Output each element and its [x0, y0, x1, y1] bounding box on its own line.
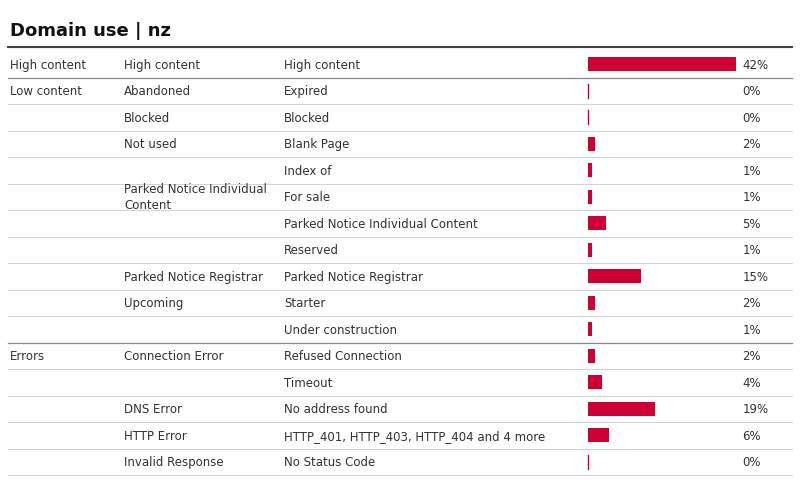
- Text: 0%: 0%: [742, 85, 761, 98]
- Text: 2%: 2%: [742, 297, 761, 310]
- Text: Parked Notice Individual Content: Parked Notice Individual Content: [284, 217, 478, 230]
- Text: High content: High content: [10, 59, 86, 72]
- Text: Parked Notice Registrar: Parked Notice Registrar: [124, 270, 263, 283]
- Bar: [588, 349, 595, 363]
- Text: Parked Notice Individual
Content: Parked Notice Individual Content: [124, 183, 267, 212]
- Text: Not used: Not used: [124, 138, 177, 151]
- Text: DNS Error: DNS Error: [124, 402, 182, 415]
- Text: HTTP Error: HTTP Error: [124, 429, 186, 442]
- Text: Timeout: Timeout: [284, 376, 332, 389]
- Text: 1%: 1%: [742, 244, 761, 257]
- Text: Domain use | nz: Domain use | nz: [10, 22, 170, 40]
- Text: 42%: 42%: [742, 59, 769, 72]
- Text: Errors: Errors: [10, 349, 45, 362]
- Text: Parked Notice Registrar: Parked Notice Registrar: [284, 270, 423, 283]
- Text: 4%: 4%: [742, 376, 761, 389]
- Bar: [588, 375, 602, 389]
- Bar: [588, 58, 736, 72]
- Bar: [588, 138, 595, 151]
- Bar: [588, 217, 606, 231]
- Text: 19%: 19%: [742, 402, 769, 415]
- Bar: [588, 429, 609, 442]
- Text: Starter: Starter: [284, 297, 326, 310]
- Text: Index of: Index of: [284, 165, 331, 178]
- Text: 2%: 2%: [742, 138, 761, 151]
- Bar: [588, 243, 591, 257]
- Text: Upcoming: Upcoming: [124, 297, 183, 310]
- Text: Blocked: Blocked: [124, 111, 170, 124]
- Text: Blocked: Blocked: [284, 111, 330, 124]
- Text: For sale: For sale: [284, 191, 330, 204]
- Text: Connection Error: Connection Error: [124, 349, 223, 362]
- Text: No Status Code: No Status Code: [284, 456, 375, 468]
- Bar: [588, 323, 591, 336]
- Text: Abandoned: Abandoned: [124, 85, 191, 98]
- Text: Expired: Expired: [284, 85, 329, 98]
- Text: Invalid Response: Invalid Response: [124, 456, 224, 468]
- Text: No address found: No address found: [284, 402, 388, 415]
- Text: 5%: 5%: [742, 217, 761, 230]
- Text: High content: High content: [124, 59, 200, 72]
- Bar: [588, 402, 655, 416]
- Text: 2%: 2%: [742, 349, 761, 362]
- Text: 0%: 0%: [742, 456, 761, 468]
- Text: 0%: 0%: [742, 111, 761, 124]
- Text: Low content: Low content: [10, 85, 82, 98]
- Text: HTTP_401, HTTP_403, HTTP_404 and 4 more: HTTP_401, HTTP_403, HTTP_404 and 4 more: [284, 429, 546, 442]
- Bar: [588, 270, 641, 284]
- Text: Reserved: Reserved: [284, 244, 339, 257]
- Text: 1%: 1%: [742, 165, 761, 178]
- Text: High content: High content: [284, 59, 360, 72]
- Bar: [588, 191, 591, 204]
- Text: 1%: 1%: [742, 191, 761, 204]
- Text: Refused Connection: Refused Connection: [284, 349, 402, 362]
- Bar: [588, 296, 595, 310]
- Bar: [588, 164, 591, 178]
- Text: Blank Page: Blank Page: [284, 138, 350, 151]
- Text: 6%: 6%: [742, 429, 761, 442]
- Text: 15%: 15%: [742, 270, 769, 283]
- Text: Under construction: Under construction: [284, 323, 397, 336]
- Text: 1%: 1%: [742, 323, 761, 336]
